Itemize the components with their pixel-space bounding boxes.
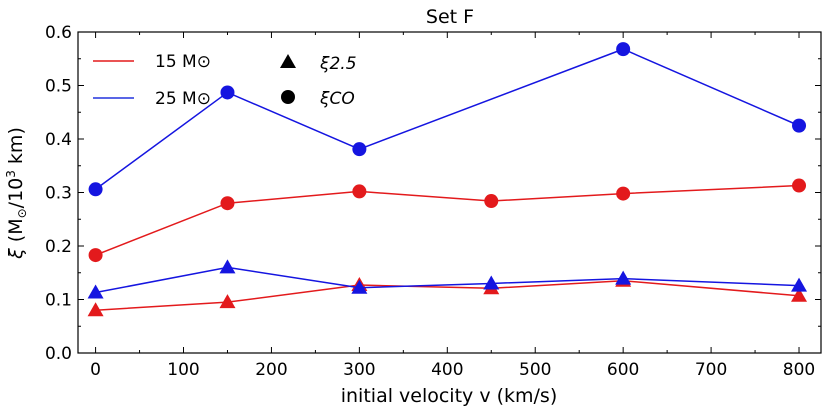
x-tick-label: 600 [607, 360, 639, 380]
legend: 15 M⊙ 25 M⊙ ξ2.5 ξCO [93, 52, 357, 109]
data-point[interactable] [219, 294, 236, 309]
x-tick-label: 200 [255, 360, 287, 380]
x-axis-title: initial velocity v (km/s) [341, 385, 558, 407]
data-point[interactable] [87, 302, 104, 317]
y-tick-label: 0.6 [45, 23, 72, 43]
data-point[interactable] [791, 277, 808, 292]
data-point[interactable] [483, 275, 500, 290]
legend-label-xi25: ξ2.5 [319, 54, 357, 74]
y-tick-label: 0.5 [45, 77, 72, 97]
data-point[interactable] [88, 248, 103, 263]
data-point[interactable] [220, 196, 235, 211]
data-point[interactable] [484, 194, 499, 209]
x-tick-label: 0 [90, 360, 101, 380]
legend-label-mass-1: 25 M⊙ [155, 89, 211, 109]
series-line-3 [95, 266, 800, 294]
data-point[interactable] [615, 270, 632, 285]
x-tick-label: 300 [343, 360, 375, 380]
y-tick-label: 0.2 [45, 237, 72, 257]
data-point[interactable] [616, 186, 631, 201]
legend-circle-marker [281, 90, 295, 104]
legend-label-xico: ξCO [319, 89, 355, 109]
data-point[interactable] [791, 287, 808, 302]
y-tick-label: 0.4 [45, 130, 72, 150]
x-tick-label: 500 [519, 360, 551, 380]
y-tick-label: 0.0 [45, 344, 72, 364]
legend-label-mass-0: 15 M⊙ [155, 52, 211, 72]
x-tick-label: 700 [695, 360, 727, 380]
data-point[interactable] [352, 184, 367, 199]
x-tick-label: 400 [431, 360, 463, 380]
series-line-0 [95, 184, 800, 256]
data-point[interactable] [792, 178, 807, 193]
x-tick-label: 800 [783, 360, 815, 380]
y-axis-title: ξ (M⊙/103 km) [4, 127, 29, 260]
data-point[interactable] [88, 182, 103, 197]
chart-title: Set F [426, 6, 474, 28]
data-point[interactable] [616, 42, 631, 57]
data-point[interactable] [352, 142, 367, 157]
y-tick-label: 0.1 [45, 291, 72, 311]
data-point[interactable] [351, 279, 368, 294]
data-point[interactable] [219, 259, 236, 274]
legend-triangle-marker [280, 54, 296, 68]
data-point[interactable] [87, 284, 104, 299]
data-point[interactable] [792, 118, 807, 133]
y-tick-label: 0.3 [45, 184, 72, 204]
series-line-2 [95, 280, 800, 311]
data-point[interactable] [220, 85, 235, 100]
x-tick-label: 100 [167, 360, 199, 380]
